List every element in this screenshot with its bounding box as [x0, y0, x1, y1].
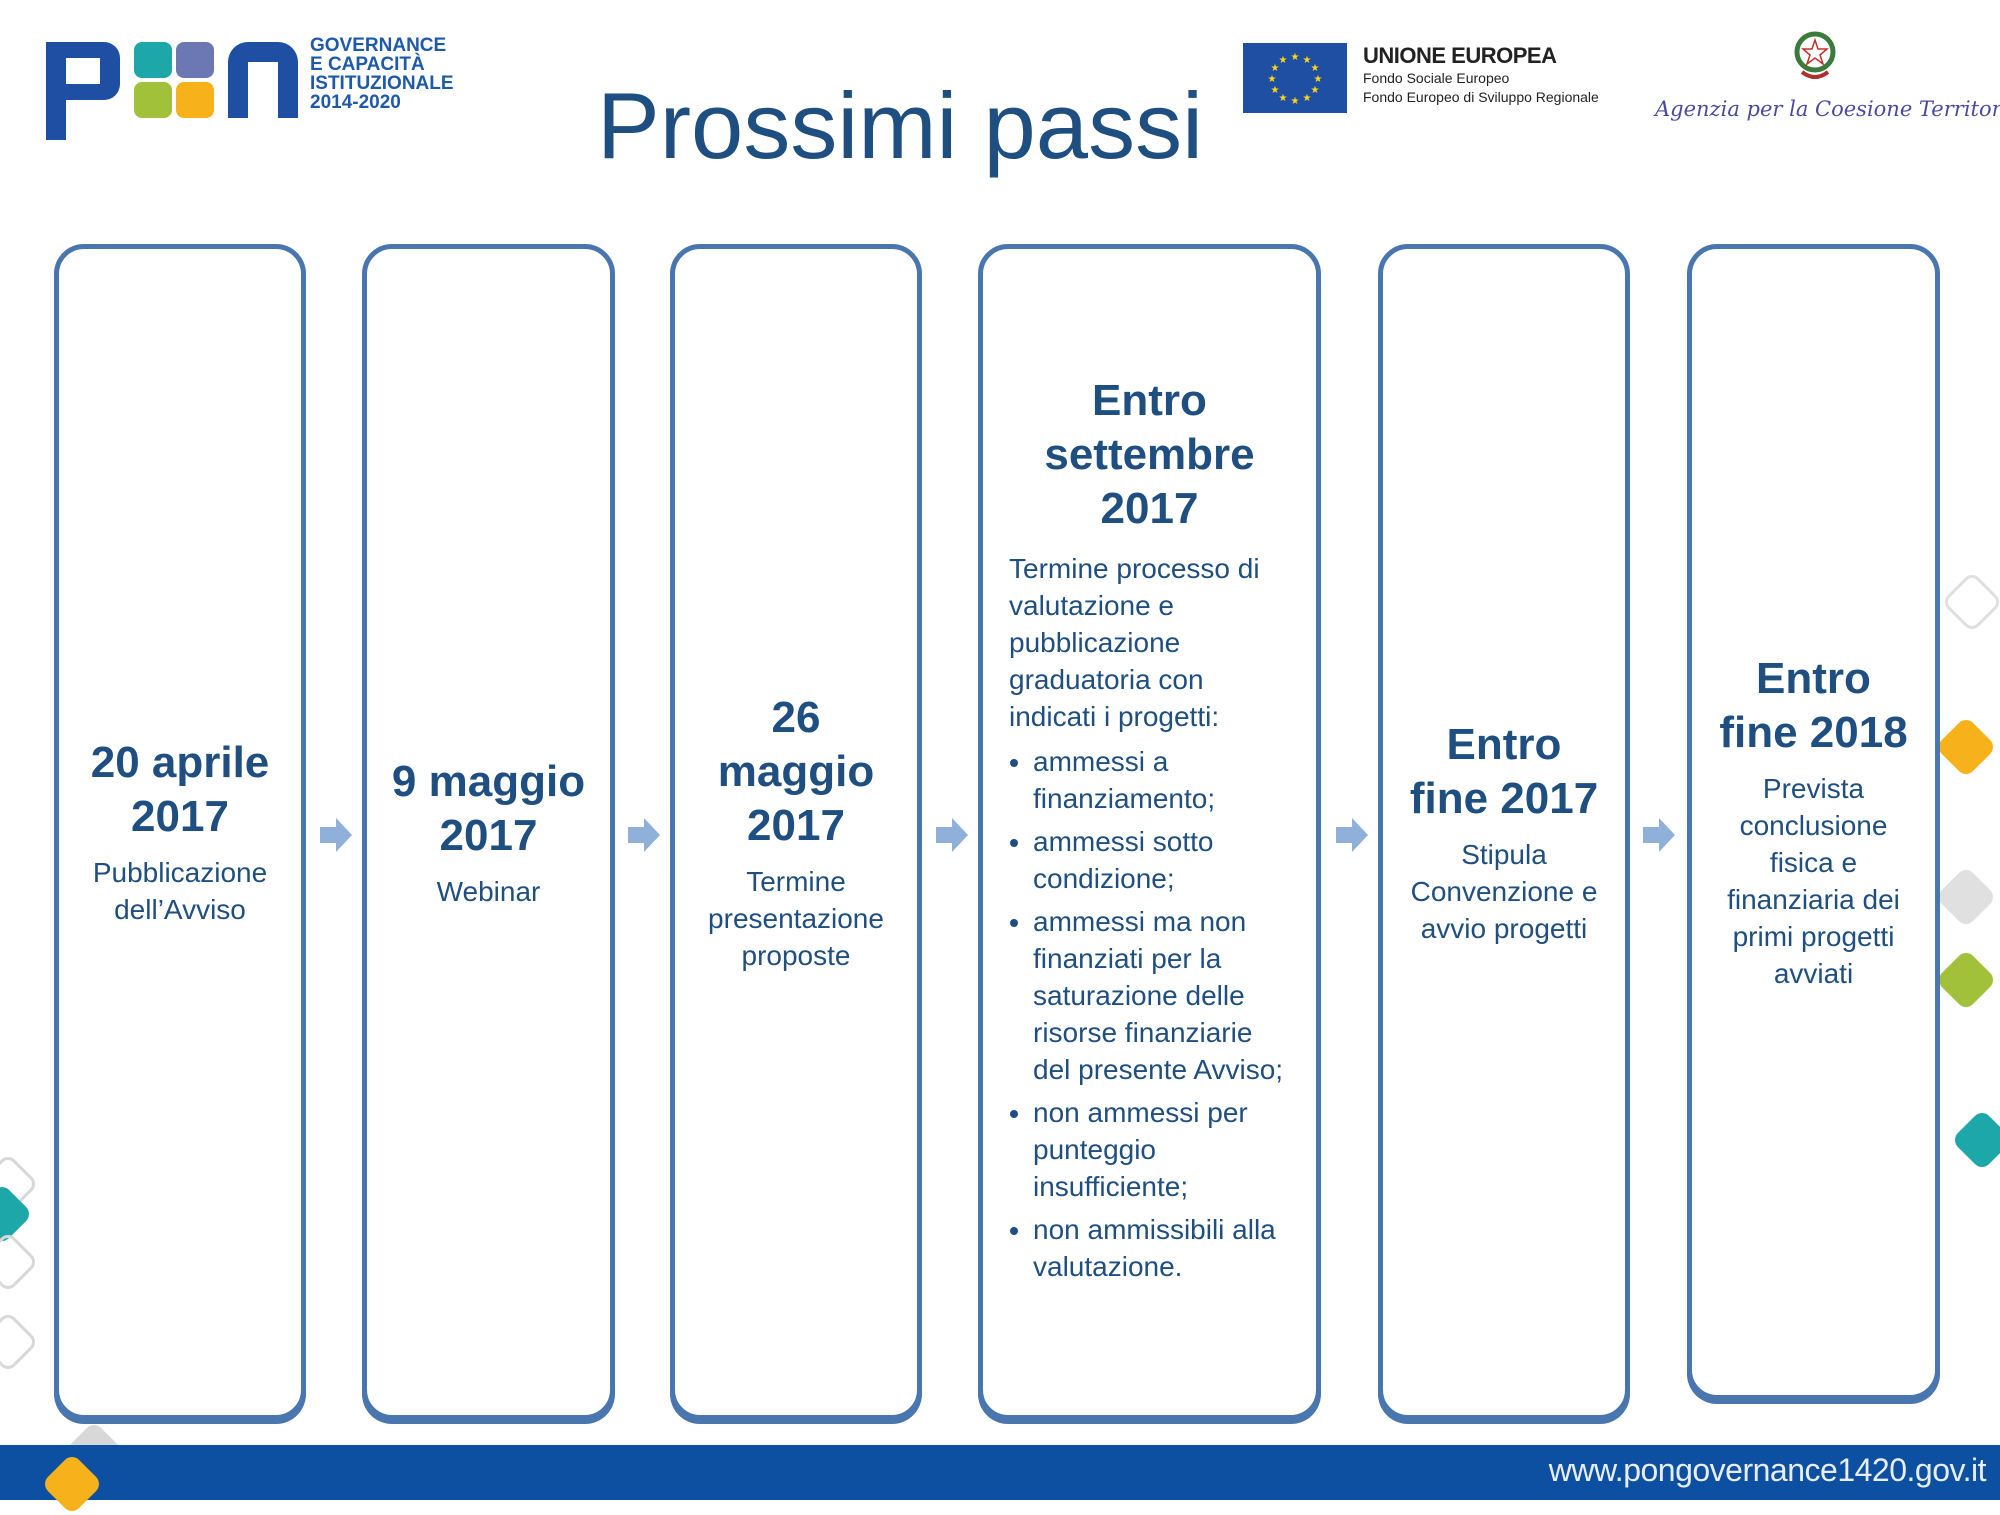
step-card: Entro fine 2018 Prevista conclusione fis… [1687, 244, 1940, 1400]
footer-url[interactable]: www.pongovernance1420.gov.it [1548, 1452, 1987, 1488]
eu-flag-icon: ★ ★ ★ ★ ★ ★ ★ ★ ★ ★ ★ ★ [1243, 43, 1347, 113]
footer-bar [0, 1445, 2000, 1500]
step-card: 26 maggio 2017 Termine presentazione pro… [670, 244, 922, 1420]
pon-logo: GOVERNANCE E CAPACITÀ ISTITUZIONALE 2014… [42, 36, 482, 146]
eu-title: UNIONE EUROPEA [1363, 43, 1557, 68]
svg-text:★: ★ [1314, 74, 1323, 85]
agency-logo: Agenzia per la Coesione Territoriale [1655, 28, 2000, 121]
decorative-shape [0, 1310, 40, 1374]
italian-emblem-icon [1794, 31, 1836, 79]
decorative-shape [0, 1230, 40, 1294]
decorative-shape [1950, 1108, 2000, 1172]
list-item: ammessi sotto condizione; [1033, 823, 1290, 897]
step-card: 20 aprile 2017 Pubblicazione dell’Avviso [54, 244, 306, 1420]
step-description: Prevista conclusione fisica e finanziari… [1727, 773, 1900, 989]
decorative-shape [1934, 715, 1998, 779]
pon-line: E CAPACITÀ [310, 54, 425, 75]
step-date: Entro settembre 2017 [1044, 375, 1255, 533]
step-description: Pubblicazione dell’Avviso [92, 857, 268, 925]
eu-text: UNIONE EUROPEA Fondo Sociale Europeo Fon… [1363, 43, 1599, 107]
step-description: Termine presentazione proposte [708, 865, 884, 971]
pon-logo-mark [46, 42, 298, 140]
pon-line: GOVERNANCE [310, 35, 447, 56]
step-date: Entro fine 2017 [1409, 719, 1599, 823]
svg-text:★: ★ [1291, 96, 1300, 107]
decorative-shape [1934, 865, 1998, 929]
svg-text:★: ★ [1303, 55, 1312, 66]
svg-text:★: ★ [1279, 55, 1288, 66]
eu-fund-line: Fondo Europeo di Sviluppo Regionale [1363, 89, 1599, 105]
outcome-list: ammessi a finanziamento; ammessi sotto c… [1009, 743, 1290, 1291]
agency-name: Agenzia per la Coesione Territoriale [1655, 97, 2000, 121]
svg-text:★: ★ [1271, 85, 1280, 96]
eu-fund-line: Fondo Sociale Europeo [1363, 70, 1510, 86]
svg-text:★: ★ [1303, 93, 1312, 104]
step-card: 9 maggio 2017 Webinar [362, 244, 615, 1420]
decorative-shape [1940, 570, 2000, 634]
pon-line: ISTITUZIONALE [310, 73, 454, 94]
svg-text:★: ★ [1291, 52, 1300, 63]
svg-text:★: ★ [1279, 93, 1288, 104]
svg-text:★: ★ [1268, 74, 1277, 85]
eu-logo: ★ ★ ★ ★ ★ ★ ★ ★ ★ ★ ★ ★ UNIONE EUROPEA Fondo Socia… [1243, 43, 1599, 113]
step-date: 20 aprile 2017 [90, 738, 270, 841]
svg-text:★: ★ [1271, 63, 1280, 74]
list-item: non ammissibili alla valutazione. [1033, 1211, 1290, 1285]
step-description: Stipula Convenzione e avvio progetti [1410, 838, 1598, 944]
list-item: non ammessi per punteggio insufficiente; [1033, 1094, 1290, 1205]
list-item: ammessi ma non finanziati per la saturaz… [1033, 903, 1290, 1088]
step-date: 26 maggio 2017 [717, 692, 875, 850]
pon-line: 2014-2020 [310, 92, 401, 113]
step-description: Termine processo di valutazione e pubbli… [1009, 552, 1260, 732]
list-item: ammessi a finanziamento; [1033, 743, 1290, 817]
svg-text:★: ★ [1311, 63, 1320, 74]
decorative-shape [1934, 948, 1998, 1012]
step-card: Entro fine 2017 Stipula Convenzione e av… [1378, 244, 1630, 1420]
step-date: 9 maggio 2017 [391, 756, 586, 860]
page-title: Prossimi passi [597, 73, 1203, 178]
step-description: Webinar [436, 875, 541, 907]
step-card: Entro settembre 2017 Termine processo di… [978, 244, 1321, 1420]
step-date: Entro fine 2018 [1719, 654, 1908, 757]
pon-logo-text: GOVERNANCE E CAPACITÀ ISTITUZIONALE 2014… [310, 36, 454, 112]
svg-text:★: ★ [1311, 85, 1320, 96]
